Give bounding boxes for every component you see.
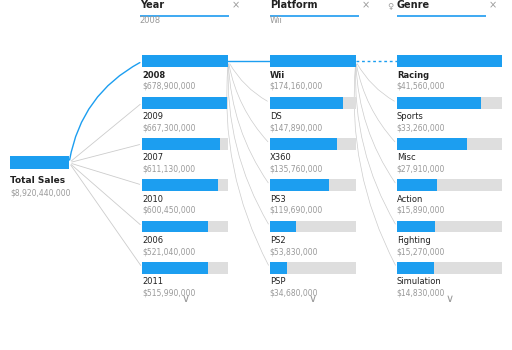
FancyBboxPatch shape xyxy=(397,262,502,274)
Text: ♀: ♀ xyxy=(388,1,394,10)
Text: Racing: Racing xyxy=(397,71,429,80)
FancyBboxPatch shape xyxy=(270,179,356,191)
FancyBboxPatch shape xyxy=(397,220,435,232)
FancyBboxPatch shape xyxy=(142,262,228,274)
FancyBboxPatch shape xyxy=(142,179,219,191)
Text: 2011: 2011 xyxy=(142,277,163,286)
FancyBboxPatch shape xyxy=(142,220,208,232)
Text: $119,690,000: $119,690,000 xyxy=(270,206,323,215)
Text: ∨: ∨ xyxy=(309,294,317,303)
FancyBboxPatch shape xyxy=(142,220,228,232)
Text: 2008: 2008 xyxy=(142,71,165,80)
FancyBboxPatch shape xyxy=(270,138,356,150)
Text: $521,040,000: $521,040,000 xyxy=(142,247,196,256)
Text: Year: Year xyxy=(140,0,164,10)
Text: 2006: 2006 xyxy=(142,236,163,245)
FancyBboxPatch shape xyxy=(142,262,208,274)
Text: Misc: Misc xyxy=(397,153,415,162)
Text: Wii: Wii xyxy=(270,71,285,80)
Text: PSP: PSP xyxy=(270,277,285,286)
Text: Simulation: Simulation xyxy=(397,277,441,286)
Text: 2010: 2010 xyxy=(142,195,163,204)
Text: $53,830,000: $53,830,000 xyxy=(270,247,318,256)
FancyBboxPatch shape xyxy=(270,138,337,150)
FancyBboxPatch shape xyxy=(397,179,502,191)
FancyBboxPatch shape xyxy=(142,97,227,108)
Text: X360: X360 xyxy=(270,153,291,162)
Text: $667,300,000: $667,300,000 xyxy=(142,123,196,132)
FancyBboxPatch shape xyxy=(397,220,502,232)
FancyBboxPatch shape xyxy=(397,262,434,274)
Text: Fighting: Fighting xyxy=(397,236,431,245)
Text: Wii: Wii xyxy=(270,16,283,25)
FancyBboxPatch shape xyxy=(270,97,356,108)
Text: $515,990,000: $515,990,000 xyxy=(142,288,196,298)
Text: Sports: Sports xyxy=(397,112,423,121)
Text: ∨: ∨ xyxy=(181,294,189,303)
Text: 2007: 2007 xyxy=(142,153,163,162)
Text: DS: DS xyxy=(270,112,282,121)
Text: $600,450,000: $600,450,000 xyxy=(142,206,196,215)
Text: ×: × xyxy=(232,0,240,10)
Text: 2009: 2009 xyxy=(142,112,163,121)
Text: PS3: PS3 xyxy=(270,195,286,204)
FancyBboxPatch shape xyxy=(270,262,356,274)
FancyBboxPatch shape xyxy=(397,138,502,150)
Text: $678,900,000: $678,900,000 xyxy=(142,82,196,91)
FancyBboxPatch shape xyxy=(397,97,481,108)
FancyBboxPatch shape xyxy=(10,156,69,169)
FancyBboxPatch shape xyxy=(270,55,356,67)
Text: $33,260,000: $33,260,000 xyxy=(397,123,445,132)
FancyBboxPatch shape xyxy=(270,179,329,191)
Text: $174,160,000: $174,160,000 xyxy=(270,82,323,91)
Text: Action: Action xyxy=(397,195,423,204)
FancyBboxPatch shape xyxy=(397,97,502,108)
Text: ×: × xyxy=(489,0,497,10)
FancyBboxPatch shape xyxy=(142,55,228,67)
Text: Genre: Genre xyxy=(397,0,430,10)
Text: $34,680,000: $34,680,000 xyxy=(270,288,318,298)
FancyBboxPatch shape xyxy=(142,179,228,191)
FancyBboxPatch shape xyxy=(142,97,228,108)
Text: ∨: ∨ xyxy=(445,294,453,303)
FancyBboxPatch shape xyxy=(270,97,343,108)
Text: $611,130,000: $611,130,000 xyxy=(142,164,196,174)
Text: Total Sales: Total Sales xyxy=(10,176,66,185)
Text: 2008: 2008 xyxy=(140,16,161,25)
FancyBboxPatch shape xyxy=(397,179,437,191)
Text: $14,830,000: $14,830,000 xyxy=(397,288,445,298)
FancyBboxPatch shape xyxy=(142,138,228,150)
Text: $135,760,000: $135,760,000 xyxy=(270,164,323,174)
Text: $27,910,000: $27,910,000 xyxy=(397,164,445,174)
FancyBboxPatch shape xyxy=(142,138,220,150)
Text: PS2: PS2 xyxy=(270,236,286,245)
FancyBboxPatch shape xyxy=(270,220,296,232)
Text: ×: × xyxy=(362,0,370,10)
Text: $15,890,000: $15,890,000 xyxy=(397,206,445,215)
FancyBboxPatch shape xyxy=(270,262,287,274)
Text: Platform: Platform xyxy=(270,0,317,10)
Text: $8,920,440,000: $8,920,440,000 xyxy=(10,189,71,198)
FancyBboxPatch shape xyxy=(397,55,502,67)
FancyBboxPatch shape xyxy=(270,220,356,232)
Text: $41,560,000: $41,560,000 xyxy=(397,82,445,91)
Text: $15,270,000: $15,270,000 xyxy=(397,247,445,256)
Text: $147,890,000: $147,890,000 xyxy=(270,123,323,132)
FancyBboxPatch shape xyxy=(397,138,467,150)
